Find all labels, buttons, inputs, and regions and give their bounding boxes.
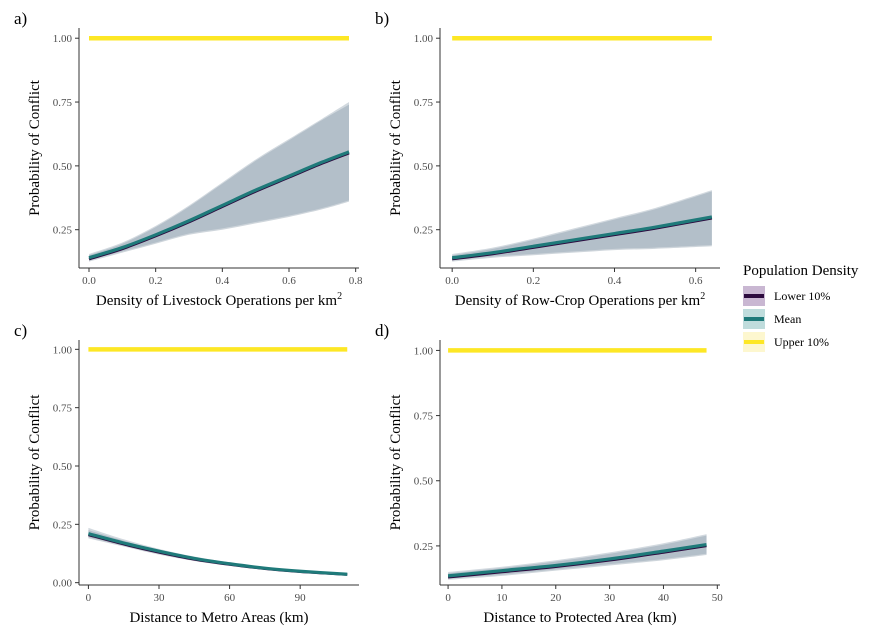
y-tick-label: 0.25 [414, 541, 434, 553]
panel-3: 0.00 0.25 0.50 0.75 1.00 0 30 60 90 Distance to M… [14, 321, 359, 626]
y-tick-label: 1.00 [414, 345, 434, 357]
panel-label: a) [14, 9, 27, 28]
panel-label: c) [14, 321, 27, 340]
ci-band-mean [452, 190, 712, 261]
series-line-mean [88, 532, 348, 576]
plot-area [88, 347, 348, 576]
y-axis-label: Probability of Conflict [27, 79, 43, 216]
y-tick-label: 1.00 [53, 344, 73, 356]
panel-4: 0.25 0.50 0.75 1.00 0 10 20 30 40 50 Distance to P… [375, 321, 723, 626]
x-tick-label: 10 [496, 592, 508, 604]
x-tick-label: 0 [86, 592, 92, 604]
panel-2: 0.25 0.50 0.75 1.00 0.0 0.2 0.4 0.6 Density of R… [375, 9, 720, 309]
y-axis-label: Probability of Conflict [388, 79, 404, 216]
y-tick-label: 0.25 [53, 225, 73, 237]
x-tick-label: 0.6 [689, 275, 703, 287]
ci-band-mean [88, 527, 348, 576]
y-tick-label: 0.75 [53, 97, 73, 109]
y-tick-label: 0.75 [414, 97, 434, 109]
panel-1: 0.25 0.50 0.75 1.00 0.0 0.2 0.4 0.6 0.8 Density o… [14, 9, 363, 309]
x-tick-label: 50 [712, 592, 724, 604]
x-tick-label: 0.2 [149, 275, 163, 287]
plot-area [451, 35, 713, 262]
y-tick-label: 0.50 [414, 476, 434, 488]
legend-item-upper-10-: Upper 10% [743, 332, 829, 352]
legend-label: Lower 10% [774, 289, 830, 303]
plot-area [88, 35, 350, 262]
x-axis-label: Distance to Metro Areas (km) [129, 610, 308, 626]
x-tick-label: 60 [224, 592, 236, 604]
x-axis-label: Density of Row-Crop Operations per km2 [455, 291, 705, 309]
ci-band-lower-10- [452, 191, 712, 262]
y-tick-label: 0.50 [53, 461, 73, 473]
x-tick-label: 20 [550, 592, 562, 604]
x-tick-label: 90 [295, 592, 307, 604]
y-tick-label: 1.00 [53, 33, 73, 45]
y-tick-label: 0.25 [414, 225, 434, 237]
ci-band-mean [448, 534, 707, 579]
legend: Population Density Lower 10% Mean Upper 10… [743, 263, 859, 352]
ci-band-mean [89, 102, 349, 261]
y-tick-label: 0.75 [414, 411, 434, 423]
x-tick-label: 30 [604, 592, 616, 604]
y-tick-label: 0.50 [53, 161, 73, 173]
legend-label: Upper 10% [774, 335, 829, 349]
legend-item-mean: Mean [743, 309, 801, 329]
x-tick-label: 0.6 [282, 275, 296, 287]
legend-item-lower-10-: Lower 10% [743, 286, 830, 306]
y-tick-label: 1.00 [414, 33, 434, 45]
x-tick-label: 40 [658, 592, 670, 604]
x-tick-label: 0.4 [215, 275, 229, 287]
x-tick-label: 0.8 [349, 275, 363, 287]
series-line-mean [447, 543, 707, 578]
y-tick-label: 0.75 [53, 403, 73, 415]
panel-label: d) [375, 321, 389, 340]
x-tick-label: 30 [154, 592, 166, 604]
x-tick-label: 0.4 [608, 275, 622, 287]
legend-label: Mean [774, 312, 801, 326]
y-tick-label: 0.00 [53, 578, 73, 590]
ci-band-lower-10- [89, 104, 349, 262]
y-axis-label: Probability of Conflict [27, 394, 43, 531]
x-tick-label: 0.2 [526, 275, 540, 287]
plot-area [447, 348, 707, 580]
x-axis-label: Density of Livestock Operations per km2 [96, 291, 342, 309]
panel-label: b) [375, 9, 389, 28]
x-tick-label: 0.0 [82, 275, 96, 287]
legend-title: Population Density [743, 263, 859, 279]
x-axis-label: Distance to Protected Area (km) [483, 610, 676, 626]
x-tick-label: 0 [445, 592, 451, 604]
y-axis-label: Probability of Conflict [388, 394, 404, 531]
y-tick-label: 0.50 [414, 161, 434, 173]
y-tick-label: 0.25 [53, 519, 73, 531]
series-line-mean [88, 150, 350, 260]
series-line-mean [451, 215, 713, 260]
ci-band-lower-10- [88, 530, 348, 576]
x-tick-label: 0.0 [445, 275, 459, 287]
